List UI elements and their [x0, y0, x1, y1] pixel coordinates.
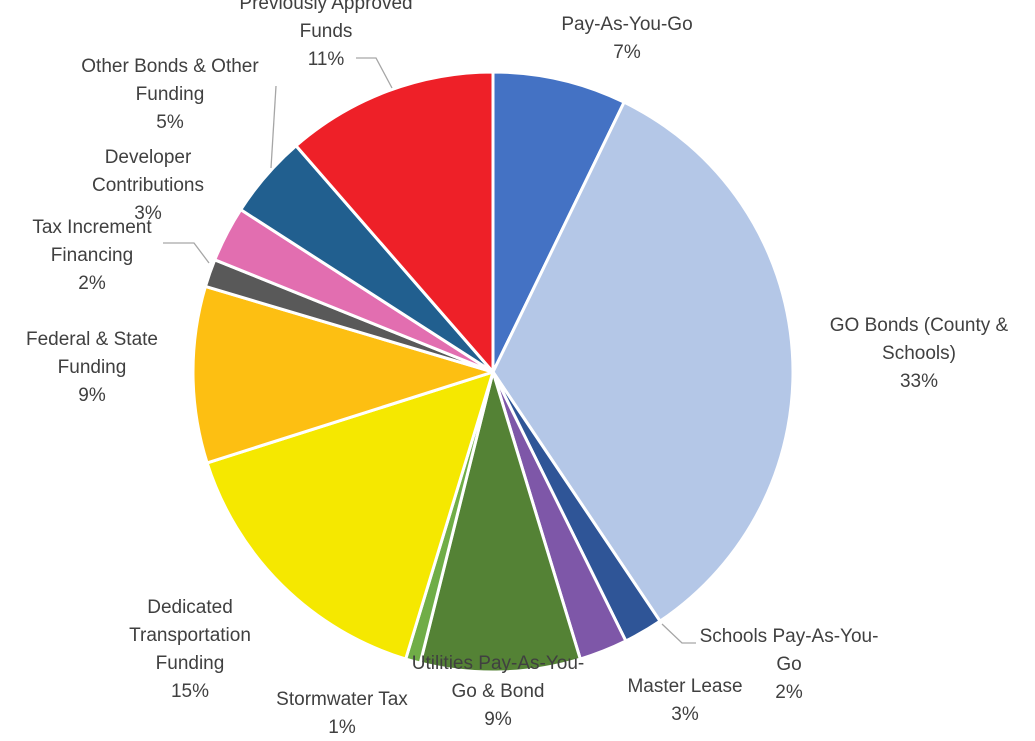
pie-slices: [191, 70, 795, 674]
label-line: Master Lease: [627, 676, 742, 697]
label-percent: 33%: [900, 371, 938, 392]
label-line: Other Bonds & Other: [81, 56, 259, 77]
slice-previously-approved-funds: [294, 70, 495, 374]
label-line: Financing: [51, 245, 133, 266]
label-line: GO Bonds (County &: [830, 315, 1009, 336]
label-line: Funding: [136, 84, 205, 105]
label-line: Developer: [105, 147, 192, 168]
label-line: Dedicated: [147, 597, 233, 618]
leader-line-tax-increment-financing: [163, 242, 210, 264]
label-dedicated-transportation-funding: Dedicated Transportation Funding 15%: [129, 597, 251, 702]
label-percent: 2%: [78, 273, 106, 294]
label-percent: 7%: [613, 42, 641, 63]
slice-federal-and-state-funding: [191, 284, 495, 465]
leader-line-schools-pay-as-you-go: [661, 623, 696, 644]
label-percent: 11%: [308, 49, 345, 70]
leader-line-previously-approved-funds: [356, 57, 393, 89]
label-percent: 2%: [775, 682, 803, 703]
slice-dedicated-transportation-funding: [205, 370, 495, 661]
leader-lines: [163, 57, 696, 644]
label-other-bonds-and-other-funding: Other Bonds & Other Funding 5%: [81, 56, 259, 133]
label-utilities-pay-as-you-go-and-bond: Utilities Pay-As-You- Go & Bond 9%: [412, 653, 584, 730]
label-tax-increment-financing: Tax Increment Financing 2%: [32, 217, 152, 294]
label-master-lease: Master Lease 3%: [627, 676, 742, 725]
label-line: Federal & State: [26, 329, 158, 350]
slice-labels: Pay-As-You-Go 7% GO Bonds (County & Schools…: [26, 0, 1009, 738]
label-line: Transportation: [129, 625, 251, 646]
slice-go-bonds-county-and-schools: [491, 100, 795, 623]
label-percent: 15%: [171, 681, 209, 702]
label-line: Stormwater Tax: [276, 689, 408, 710]
label-line: Tax Increment: [32, 217, 152, 238]
slice-pay-as-you-go: [491, 70, 626, 374]
label-line: Schools): [882, 343, 956, 364]
label-line: Funding: [58, 357, 127, 378]
label-line: Schools Pay-As-You-: [700, 626, 879, 647]
label-pay-as-you-go: Pay-As-You-Go 7%: [561, 14, 692, 63]
label-developer-contributions: Developer Contributions 3%: [92, 147, 204, 224]
label-line: Go & Bond: [452, 681, 545, 702]
label-line: Previously Approved: [239, 0, 412, 14]
label-stormwater-tax: Stormwater Tax 1%: [276, 689, 408, 738]
label-line: Utilities Pay-As-You-: [412, 653, 584, 674]
label-line: Pay-As-You-Go: [561, 14, 692, 35]
label-federal-and-state-funding: Federal & State Funding 9%: [26, 329, 158, 406]
label-percent: 9%: [78, 385, 106, 406]
label-line: Funding: [156, 653, 225, 674]
label-line: Contributions: [92, 175, 204, 196]
slice-utilities-pay-as-you-go-and-bond: [418, 370, 582, 674]
label-go-bonds-county-and-schools: GO Bonds (County & Schools) 33%: [830, 315, 1009, 392]
label-percent: 1%: [328, 717, 356, 738]
label-line: Go: [776, 654, 801, 675]
label-line: Funds: [300, 21, 353, 42]
label-schools-pay-as-you-go: Schools Pay-As-You- Go 2%: [700, 626, 879, 703]
label-previously-approved-funds: Previously Approved Funds 11%: [239, 0, 412, 70]
label-percent: 5%: [156, 112, 184, 133]
leader-line-other-bonds-and-other-funding: [270, 85, 277, 169]
label-percent: 3%: [134, 203, 162, 224]
label-percent: 3%: [671, 704, 699, 725]
label-percent: 9%: [484, 709, 512, 730]
